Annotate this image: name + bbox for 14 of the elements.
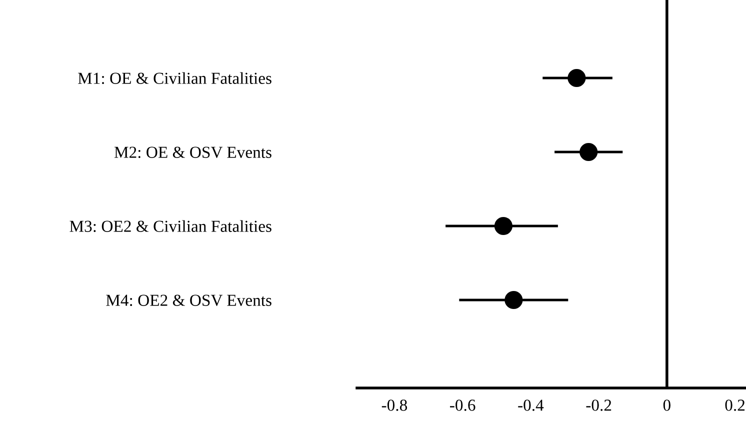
- x-tick-label: -0.8: [382, 400, 408, 411]
- x-tick-label: -0.2: [586, 400, 612, 411]
- x-tick-label: -0.6: [450, 400, 476, 411]
- y-tick-label: M4: OE2 & OSV Events: [106, 294, 272, 306]
- point: [580, 142, 598, 162]
- point: [494, 216, 512, 236]
- point: [504, 290, 523, 310]
- x-tick-label: -0.4: [518, 400, 544, 411]
- y-tick-label: M3: OE2 & Civilian Fatalities: [70, 220, 272, 232]
- x-tick-label: 0: [663, 400, 670, 411]
- y-tick-label: M1: OE & Civilian Fatalities: [78, 72, 272, 84]
- point: [568, 68, 586, 88]
- y-tick-label: M2: OE & OSV Events: [114, 146, 272, 158]
- x-tick-label: 0.2: [725, 400, 745, 411]
